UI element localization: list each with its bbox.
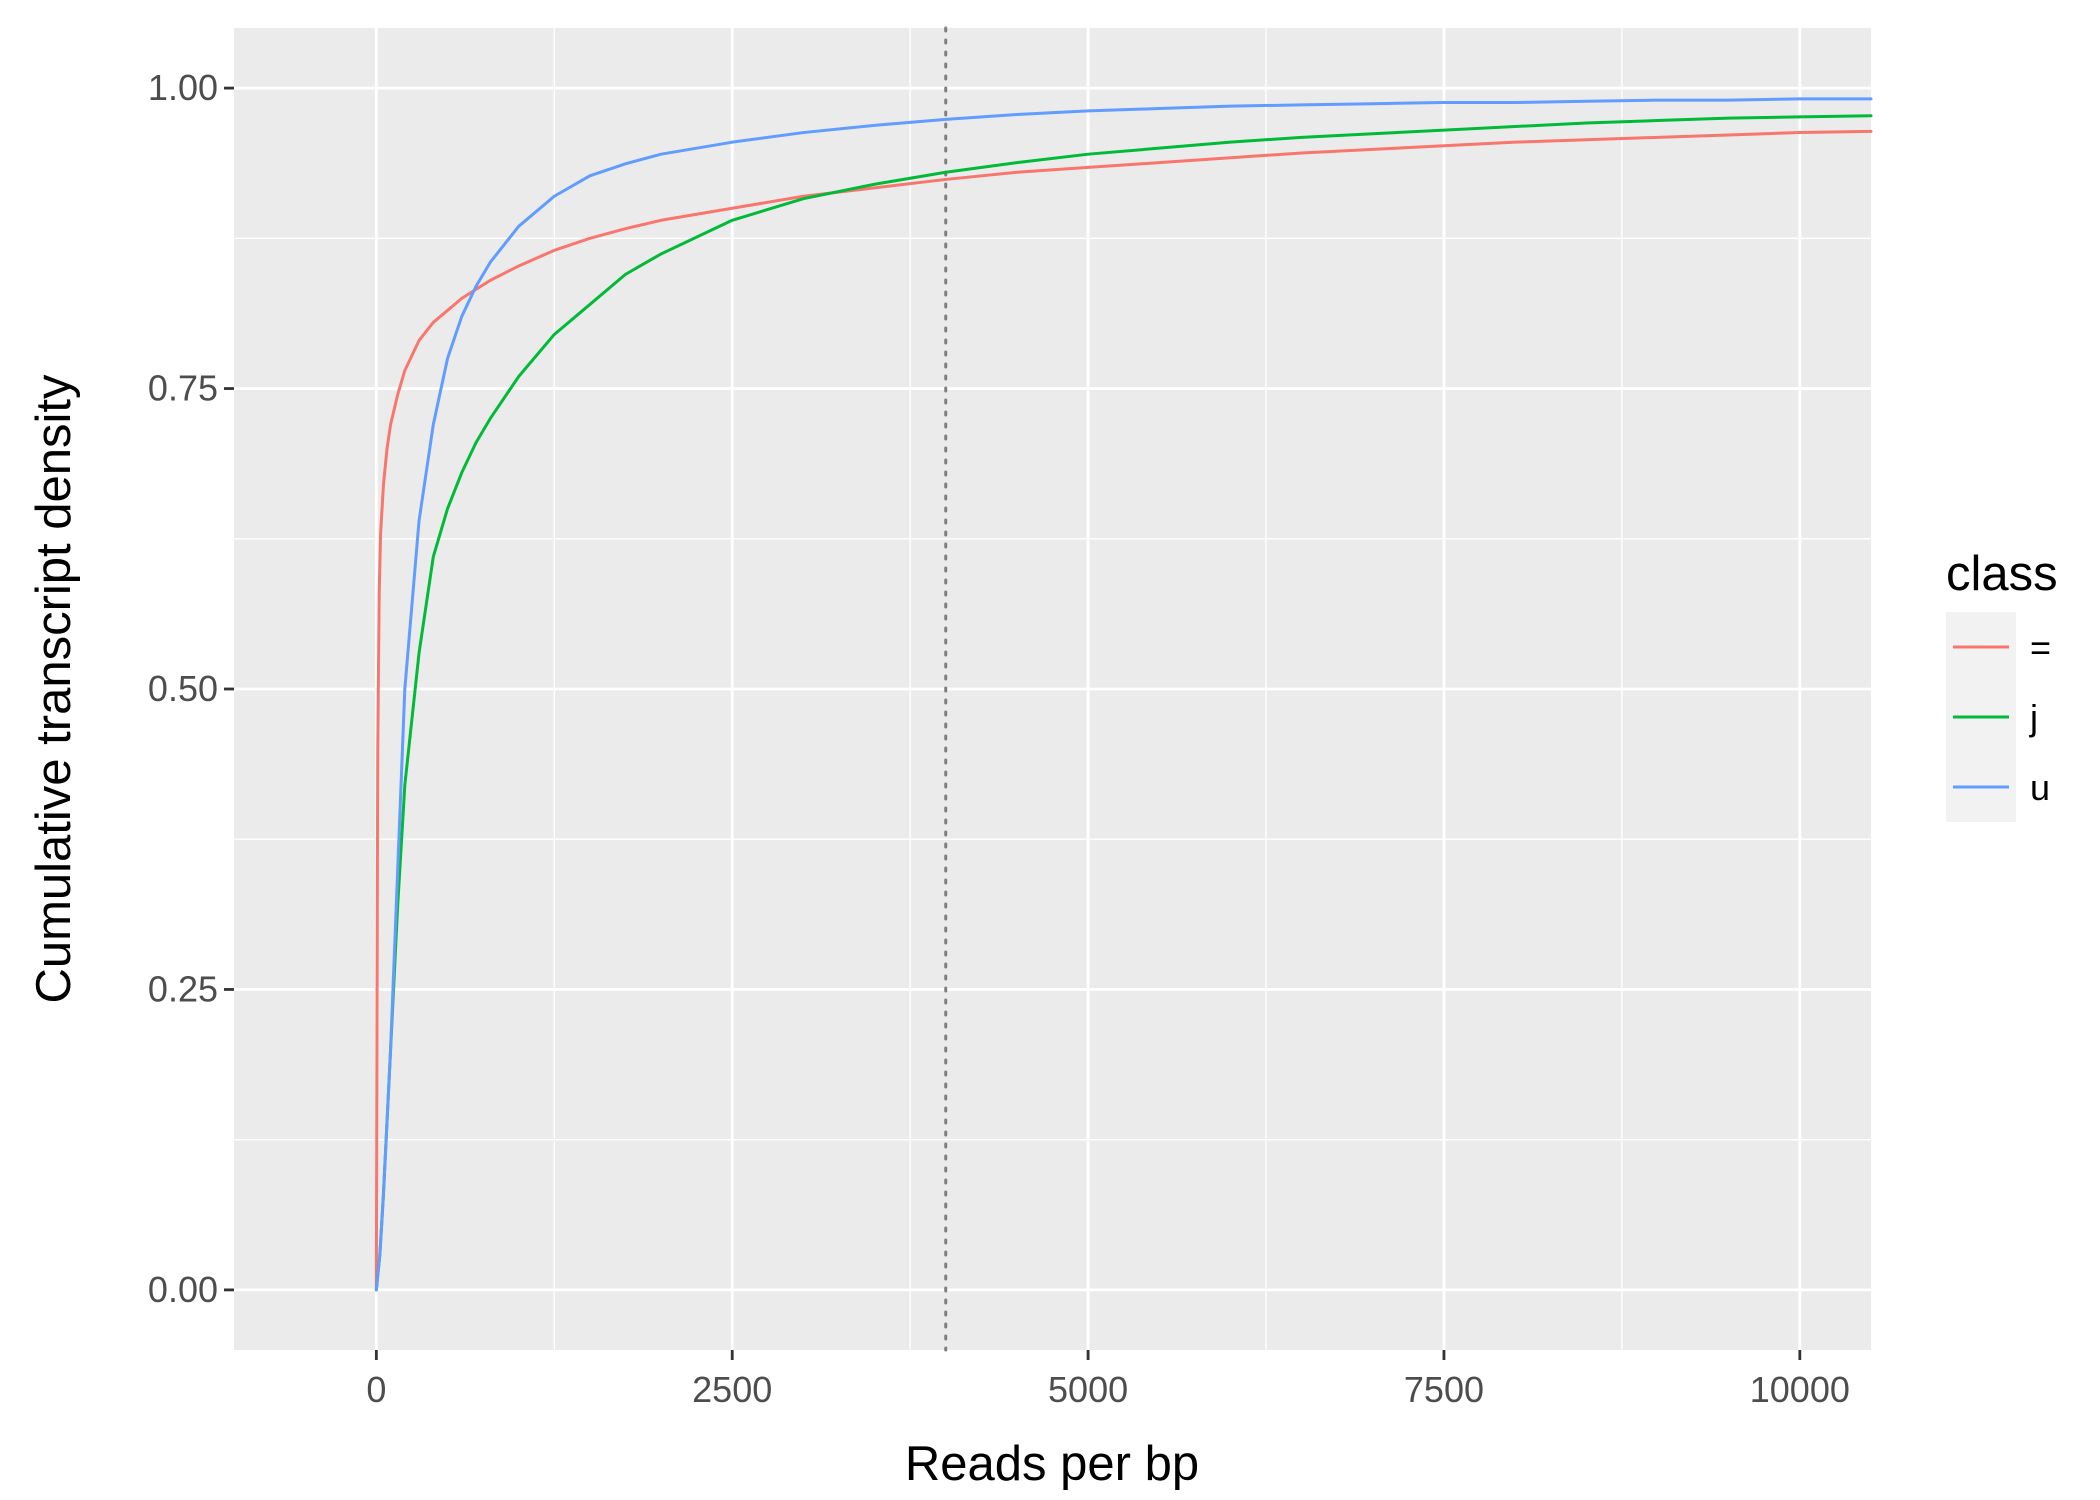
legend-title: class [1946,547,2058,601]
x-tick-label: 0 [366,1369,386,1410]
series-line-0 [374,129,1873,1292]
y-tick-label: 0.75 [148,368,218,409]
legend-label: u [2030,767,2050,808]
legend-label: j [2029,697,2038,738]
major-gridlines [234,28,1871,1350]
y-axis: 0.00 0.25 0.50 0.75 1.00 [148,67,234,1310]
y-tick-label: 1.00 [148,67,218,108]
x-tick-label: 2500 [692,1369,772,1410]
y-tick-label: 0.00 [148,1269,218,1310]
legend-label: = [2030,627,2051,668]
x-axis-title: Reads per bp [905,1437,1199,1491]
legend: class = ju [1946,547,2058,822]
series-line-2 [374,97,1873,1292]
x-tick-label: 5000 [1048,1369,1128,1410]
x-tick-label: 10000 [1750,1369,1850,1410]
x-axis: 0 2500 5000 7500 10000 [366,1350,1850,1410]
y-tick-label: 0.50 [148,668,218,709]
y-axis-title: Cumulative transcript density [27,374,81,1004]
series-lines [374,97,1873,1292]
x-tick-label: 7500 [1404,1369,1484,1410]
y-tick-label: 0.25 [148,968,218,1009]
series-line-1 [374,114,1873,1292]
legend-items: = ju [1946,612,2051,822]
